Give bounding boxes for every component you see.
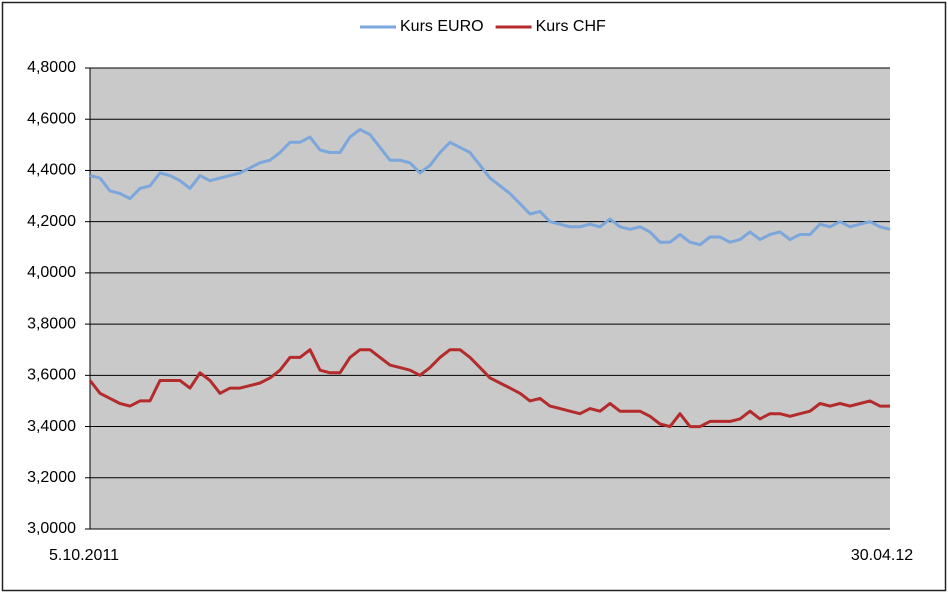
y-tick-label: 3,2000 bbox=[27, 469, 76, 486]
legend-label: Kurs CHF bbox=[536, 18, 606, 35]
y-tick-label: 3,8000 bbox=[27, 315, 76, 332]
y-tick-label: 4,2000 bbox=[27, 213, 76, 230]
y-tick-label: 4,0000 bbox=[27, 264, 76, 281]
y-tick-label: 4,6000 bbox=[27, 110, 76, 127]
x-tick-label: 5.10.2011 bbox=[49, 547, 119, 564]
legend-label: Kurs EURO bbox=[400, 18, 484, 35]
y-tick-label: 4,8000 bbox=[27, 59, 76, 76]
plot-area bbox=[90, 68, 890, 529]
y-tick-label: 3,6000 bbox=[27, 367, 76, 384]
line-series bbox=[88, 348, 890, 429]
line-series bbox=[89, 128, 891, 247]
y-tick-label: 3,4000 bbox=[27, 418, 76, 435]
y-tick-label: 3,0000 bbox=[27, 520, 76, 537]
y-tick-label: 4,4000 bbox=[27, 162, 76, 179]
x-tick-label: 30.04.12 bbox=[851, 547, 913, 564]
